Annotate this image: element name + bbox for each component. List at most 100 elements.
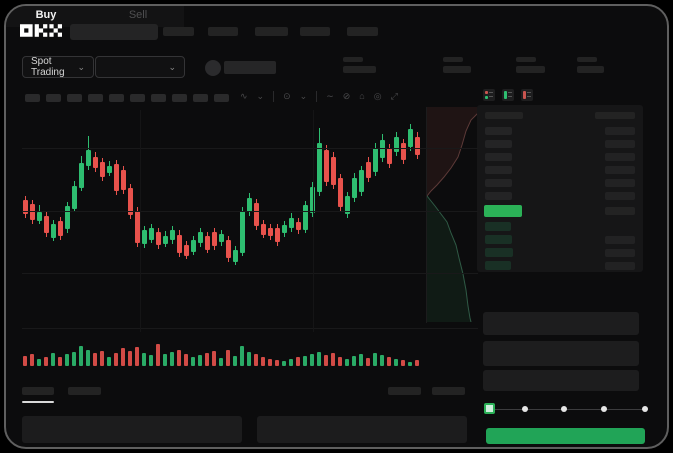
timeframe-button-placeholder[interactable] [151,94,166,102]
okx-logo[interactable] [20,24,62,42]
ticker-stat-placeholder [577,66,604,73]
candle-body [310,187,315,213]
slider-stop[interactable] [561,406,567,412]
candle-body [331,157,336,185]
orderbook-view-bids-icon[interactable] [502,89,514,101]
orderbook-view-asks-icon[interactable] [521,89,533,101]
timeframe-button-placeholder[interactable] [46,94,61,102]
candle-body [23,200,28,214]
orderbook-view-both-icon[interactable] [483,89,495,101]
timeframe-button-placeholder[interactable] [88,94,103,102]
ask-price-placeholder[interactable] [485,179,512,187]
ask-price-placeholder[interactable] [485,153,512,161]
slider-stop[interactable] [642,406,648,412]
bottom-action-placeholder[interactable] [388,387,421,395]
toolbar-separator [273,90,275,102]
volume-bar [163,354,167,366]
pair-select-dropdown[interactable]: ⌄ [95,56,185,78]
nav-item-placeholder[interactable] [300,27,330,36]
gridline-h [22,148,478,149]
volume-bar [240,346,244,366]
volume-bar [170,352,174,366]
volume-bar [191,357,195,366]
volume-bar [177,350,181,366]
bid-price-placeholder[interactable] [485,261,511,270]
volume-bar [261,357,265,366]
candle-body [177,235,182,253]
nav-item-placeholder[interactable] [208,27,238,36]
bid-price-placeholder[interactable] [485,222,511,231]
line-tool-icon[interactable]: ∼ [326,90,334,101]
candle-body [401,143,406,160]
bid-price-placeholder[interactable] [485,235,512,244]
volume-bar [184,354,188,366]
volume-bar [338,357,342,366]
candle-body [296,222,301,230]
volume-bar [198,355,202,366]
fullscreen-icon[interactable]: ⤢ [390,90,398,101]
nav-item-placeholder[interactable] [347,27,378,36]
slider-stop[interactable] [522,406,528,412]
timeframe-button-placeholder[interactable] [172,94,187,102]
toolbar-separator [316,90,318,102]
nav-item-placeholder[interactable] [163,27,194,36]
search-input[interactable] [70,24,158,40]
volume-bar [86,350,90,366]
ask-price-placeholder[interactable] [485,127,512,135]
camera-icon[interactable]: ⌂ [359,91,365,101]
ask-price-placeholder[interactable] [485,140,512,148]
volume-bar [254,354,258,366]
ask-amount-placeholder [605,140,635,148]
nav-item-placeholder[interactable] [255,27,288,36]
order-input-placeholder[interactable] [483,370,639,391]
order-input-placeholder[interactable] [483,312,639,335]
order-input-placeholder[interactable] [483,341,639,366]
volume-bar [289,359,293,366]
active-tab-underline [22,401,54,403]
bid-price-placeholder[interactable] [485,248,513,257]
market-type-dropdown[interactable]: Spot Trading ⌄ [22,56,94,78]
orderbook-header-placeholder [595,112,635,119]
candle-body [268,228,273,236]
volume-bar [156,344,160,366]
candle-body [345,196,350,214]
candle-body [282,225,287,233]
timeframe-button-placeholder[interactable] [109,94,124,102]
interval-chevron-icon[interactable]: ⌄ [256,90,265,101]
buy-submit-button[interactable] [486,428,645,444]
timeframe-button-placeholder[interactable] [214,94,229,102]
volume-bar [205,353,209,366]
settings-icon[interactable]: ◎ [373,90,382,101]
tab-buy[interactable]: Buy [6,6,92,27]
ask-amount-placeholder [605,192,635,200]
candle-body [142,230,147,244]
candle-style-icon[interactable]: ∿ [240,90,248,101]
ask-amount-placeholder [605,166,635,174]
bottom-action-placeholder[interactable] [432,387,465,395]
volume-bar [352,356,356,366]
indicators-chevron-icon[interactable]: ⌄ [299,90,308,101]
timeframe-button-placeholder[interactable] [67,94,82,102]
volume-bar [331,353,335,366]
orderbook-header-placeholder [485,112,523,119]
tab-sell[interactable]: Sell [92,6,184,27]
ticker-stat-placeholder [343,57,363,62]
bottom-panel-placeholder [257,416,467,443]
ask-price-placeholder[interactable] [485,192,512,200]
volume-bar [366,358,370,366]
timeframe-button-placeholder[interactable] [130,94,145,102]
slider-handle[interactable] [484,403,495,414]
bottom-tab-placeholder[interactable] [22,387,54,395]
drawing-tools-icon[interactable]: ⊘ [342,90,351,101]
bottom-tab-placeholder[interactable] [68,387,101,395]
coin-avatar [205,60,221,76]
indicators-icon[interactable]: ⊙ [283,90,291,101]
amount-slider-track[interactable] [489,409,645,410]
market-type-label: Spot Trading [31,56,65,78]
slider-stop[interactable] [601,406,607,412]
volume-bar [408,362,412,366]
timeframe-button-placeholder[interactable] [193,94,208,102]
timeframe-button-placeholder[interactable] [25,94,40,102]
volume-bar [79,346,83,366]
ask-price-placeholder[interactable] [485,166,512,174]
